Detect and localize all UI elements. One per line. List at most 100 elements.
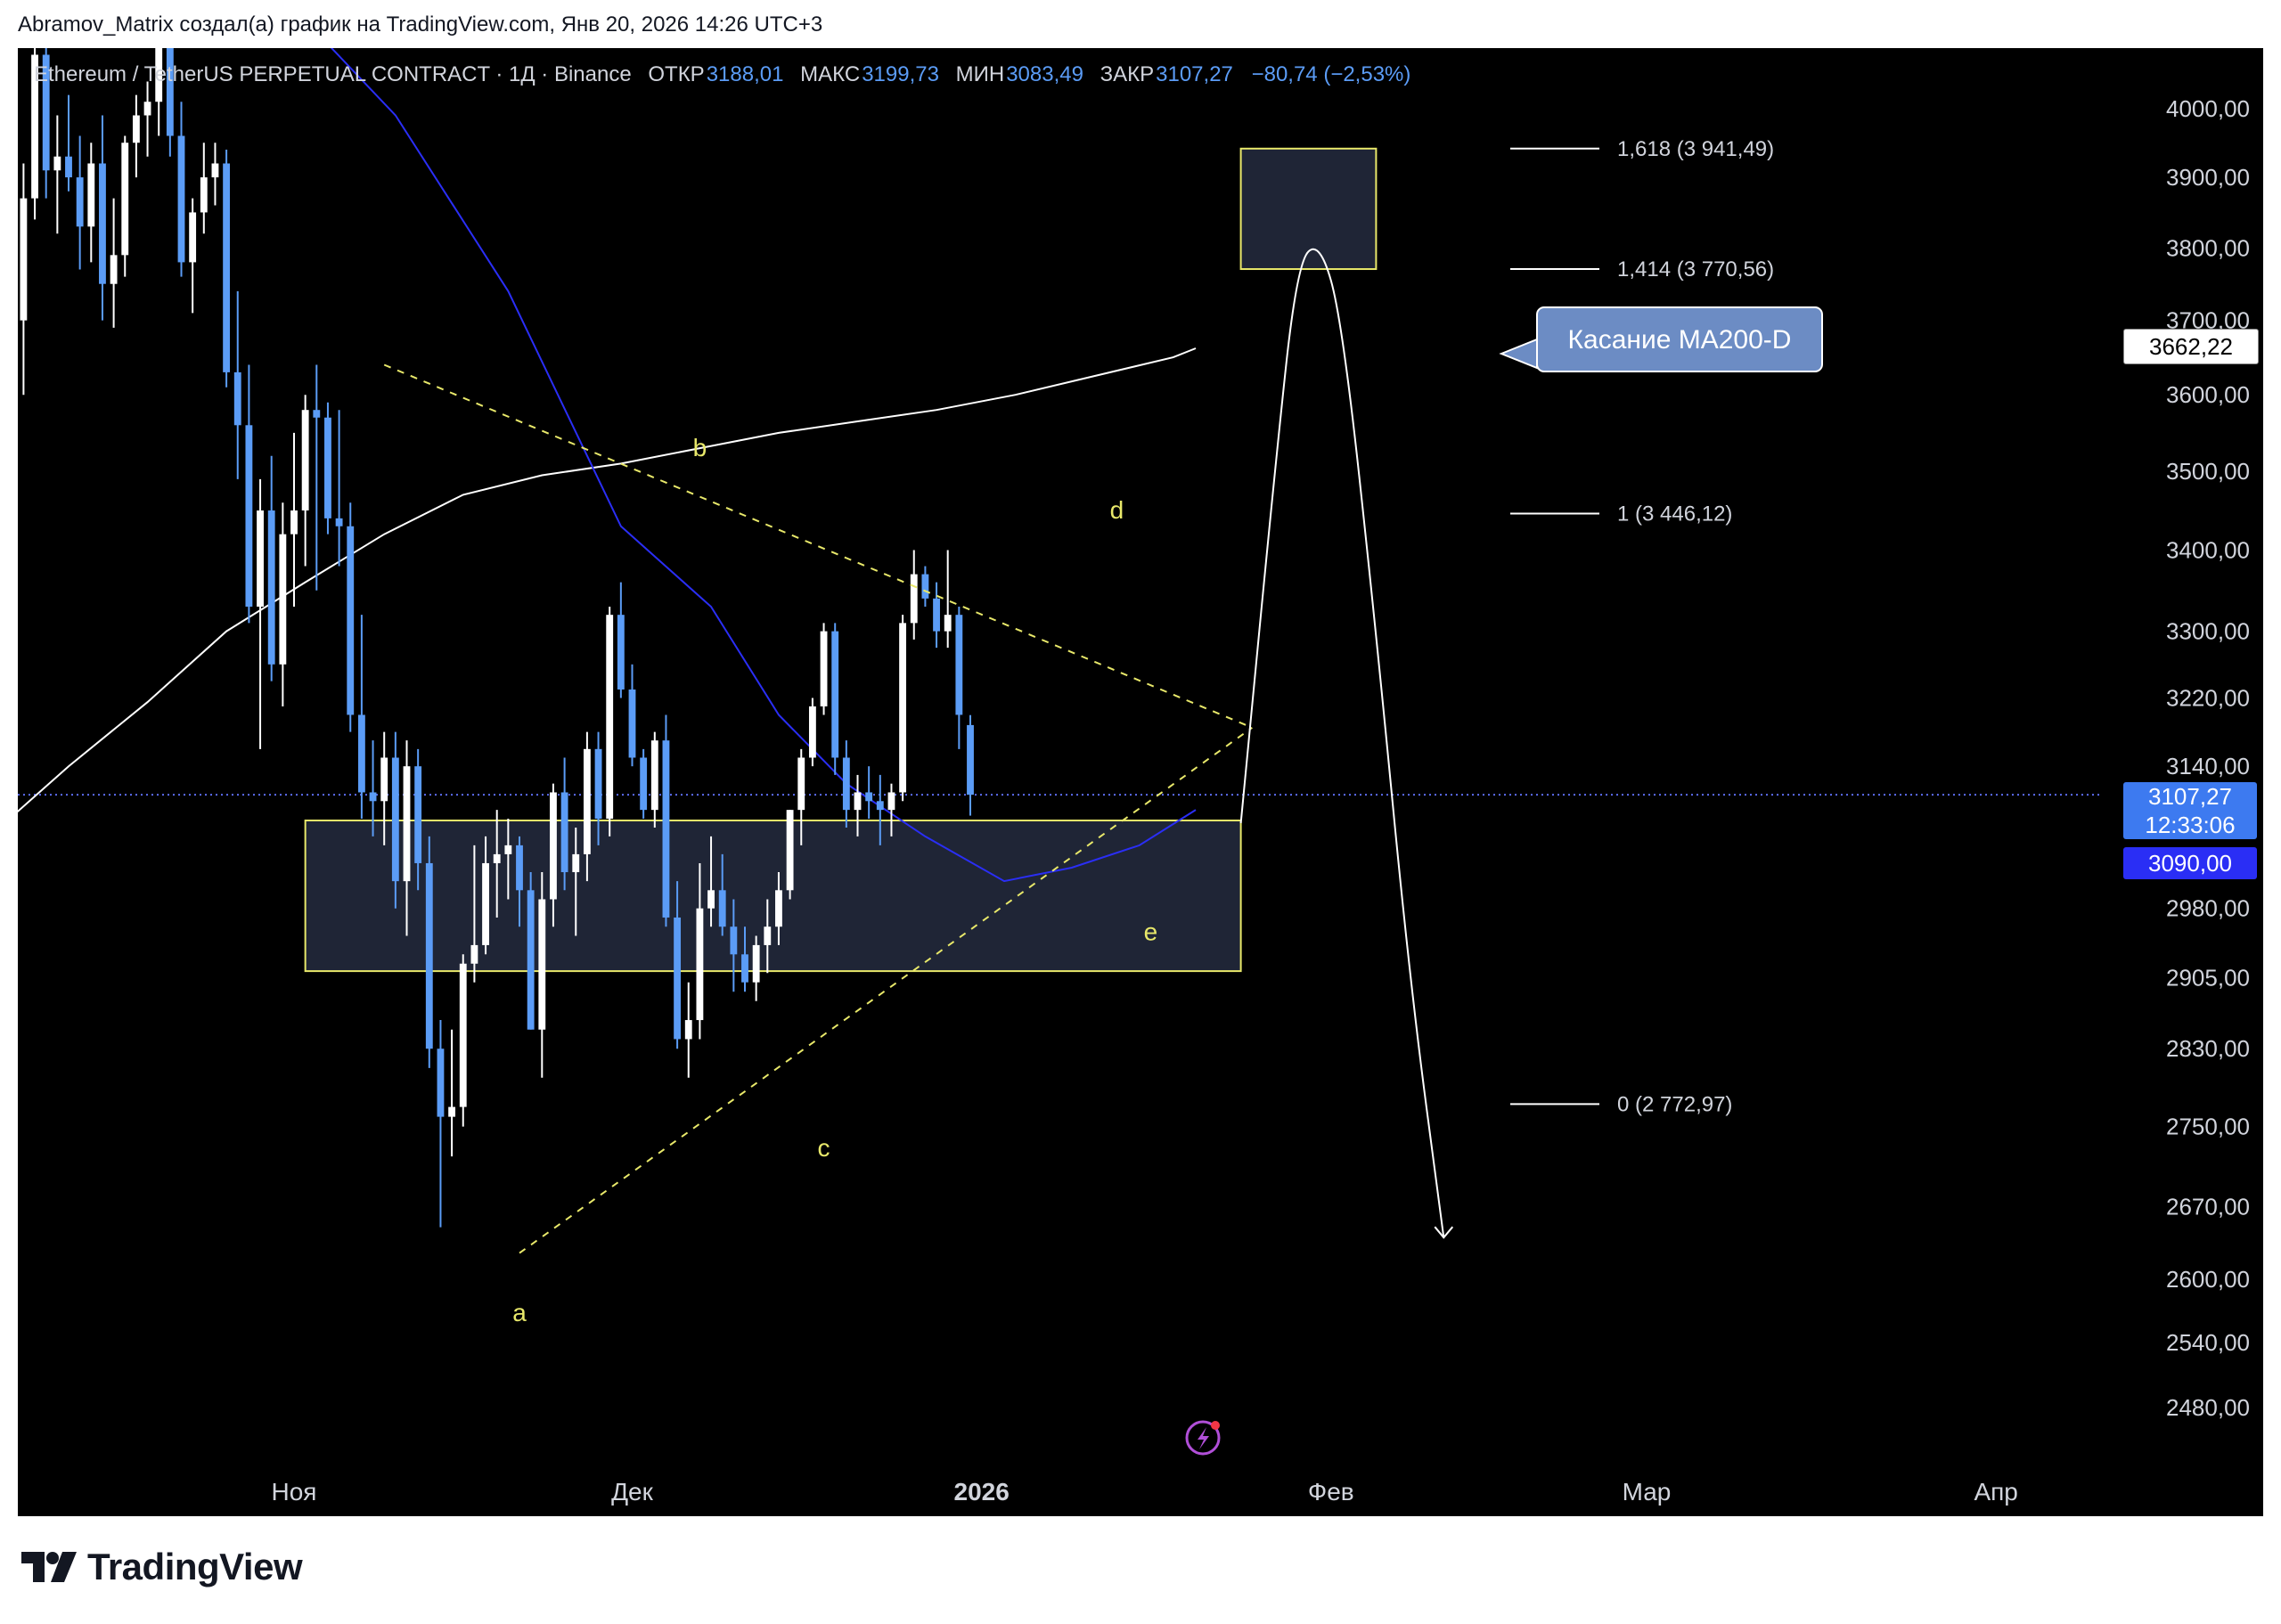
candle-body <box>887 792 895 811</box>
y-tick-label: 2540,00 <box>2166 1329 2250 1356</box>
candle-body <box>31 54 38 199</box>
candle-body <box>967 724 974 796</box>
candle-body <box>786 810 794 891</box>
change-value: −80,74 (−2,53%) <box>1251 62 1411 86</box>
candle-body <box>42 54 50 171</box>
chart-area[interactable]: 1,618 (3 941,49) 1,414 (3 770,56) 1 (3 446… <box>18 48 2263 1516</box>
x-tick-label: Фев <box>1308 1478 1354 1506</box>
tradingview-logo[interactable]: TradingView <box>21 1546 303 1588</box>
candle-body <box>20 198 28 321</box>
ma200-line <box>18 347 1197 813</box>
open-label: ОТКР <box>648 62 705 86</box>
low-value: 3083,49 <box>1006 62 1083 86</box>
y-tick-label: 2670,00 <box>2166 1194 2250 1220</box>
high-label: МАКС <box>800 62 861 86</box>
candle-body <box>876 801 884 811</box>
candle-body <box>335 518 343 526</box>
candle-body <box>865 792 873 802</box>
callout-pointer <box>1499 338 1538 370</box>
candle-body <box>403 766 411 882</box>
candle-body <box>121 143 129 256</box>
candle-body <box>143 102 151 116</box>
candle-body <box>87 163 95 227</box>
y-tick-label: 2980,00 <box>2166 895 2250 922</box>
candle-body <box>650 740 658 811</box>
candle-body <box>933 598 940 632</box>
candle-body <box>189 212 197 263</box>
y-tick-label: 2905,00 <box>2166 964 2250 991</box>
wave-label-e: e <box>1144 918 1158 946</box>
candle-body <box>53 156 61 171</box>
candle-body <box>313 410 321 418</box>
candle-body <box>831 631 839 758</box>
candle-body <box>200 177 208 213</box>
candle-body <box>628 689 636 758</box>
y-tick-label: 3400,00 <box>2166 537 2250 564</box>
candle-body <box>391 757 399 882</box>
candle-body <box>820 631 828 706</box>
candle-body <box>696 908 704 1021</box>
triangle-boundary-line <box>519 726 1253 1254</box>
candle-body <box>166 48 174 136</box>
candle-body <box>741 954 748 983</box>
fib-level-label: 1 (3 446,12) <box>1617 502 1732 526</box>
candle-body <box>482 862 489 945</box>
y-tick-label: 2480,00 <box>2166 1394 2250 1421</box>
projection-path <box>1239 248 1445 1238</box>
candlestick-chart[interactable]: 1,618 (3 941,49) 1,414 (3 770,56) 1 (3 446… <box>18 48 2263 1516</box>
candle-body <box>808 706 816 758</box>
projection-arrowhead <box>1434 1226 1454 1239</box>
candle-body <box>684 1020 692 1040</box>
candle-body <box>65 156 72 178</box>
x-tick-label: 2026 <box>954 1478 1010 1506</box>
candle-body <box>775 890 782 927</box>
candle-body <box>245 425 253 607</box>
candle-body <box>572 853 580 873</box>
candle-body <box>380 757 388 802</box>
y-tick-label: 3600,00 <box>2166 381 2250 408</box>
callout-text: Касание MA200-D <box>1568 325 1792 355</box>
candle-body <box>662 740 670 918</box>
candle-body <box>617 615 625 690</box>
candle-body <box>550 792 557 900</box>
candle-body <box>842 757 850 811</box>
candle-body <box>110 255 118 284</box>
y-tick-label: 3500,00 <box>2166 458 2250 485</box>
candle-body <box>910 574 918 624</box>
candle-body <box>538 899 546 1030</box>
y-tick-label: 3300,00 <box>2166 618 2250 645</box>
close-label: ЗАКР <box>1100 62 1155 86</box>
y-tick-label: 2600,00 <box>2166 1266 2250 1293</box>
x-tick-label: Апр <box>1974 1478 2017 1506</box>
candle-body <box>223 163 231 372</box>
candle-body <box>257 510 264 607</box>
open-value: 3188,01 <box>706 62 784 86</box>
candle-body <box>155 48 163 102</box>
candle-body <box>369 792 377 802</box>
candle-body <box>177 135 185 263</box>
candle-body <box>955 615 963 715</box>
ma-fast-line <box>330 48 1197 883</box>
support-zone <box>304 820 1242 973</box>
candle-body <box>267 510 275 665</box>
candle-body <box>290 510 298 535</box>
x-tick-label: Ноя <box>272 1478 317 1506</box>
candle-body <box>437 1049 445 1117</box>
y-tick-label: 4000,00 <box>2166 95 2250 122</box>
current-price-tag: 3107,27 12:33:06 <box>2123 782 2257 839</box>
candle-body <box>301 410 309 511</box>
low-label: МИН <box>955 62 1005 86</box>
bar-countdown: 12:33:06 <box>2145 812 2236 838</box>
ma-price-tag: 3090,00 <box>2123 847 2257 879</box>
candle-body <box>730 926 738 955</box>
candle-body <box>527 890 535 1030</box>
symbol-title[interactable]: Ethereum / TetherUS PERPETUAL CONTRACT ·… <box>34 62 632 86</box>
close-value: 3107,27 <box>1156 62 1233 86</box>
candle-body <box>516 845 523 891</box>
candle-body <box>324 417 331 518</box>
candle-body <box>459 963 467 1107</box>
tradingview-logo-icon <box>21 1552 77 1582</box>
y-tick-label: 3800,00 <box>2166 234 2250 261</box>
candle-body <box>504 845 512 854</box>
candle-body <box>279 534 287 665</box>
